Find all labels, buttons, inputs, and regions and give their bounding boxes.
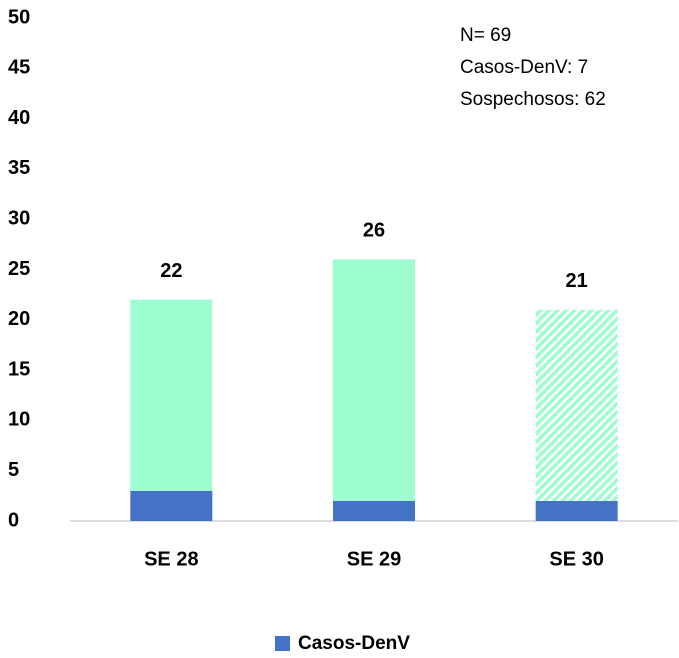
y-tick-label: 20	[8, 308, 30, 330]
annotation: Sospechosos: 62	[460, 89, 606, 110]
y-tick-label: 15	[8, 358, 30, 380]
y-tick-label: 40	[8, 107, 30, 129]
x-tick-label: SE 28	[144, 548, 198, 570]
value-label: 22	[160, 260, 182, 282]
bar-segment	[333, 259, 415, 501]
x-tick-label: SE 30	[549, 548, 603, 570]
bar-segment	[333, 500, 415, 521]
y-tick-label: 50	[8, 6, 30, 28]
annotation: N= 69	[460, 25, 511, 46]
legend-label: Casos-DenV	[298, 633, 410, 654]
x-tick-label: SE 29	[347, 548, 401, 570]
value-label: 21	[566, 270, 588, 292]
bar-segment	[535, 500, 618, 521]
value-label: 26	[363, 220, 385, 242]
legend-swatch	[275, 636, 290, 651]
y-tick-label: 45	[8, 57, 30, 79]
y-tick-label: 5	[8, 459, 19, 481]
bar-segment	[535, 309, 618, 501]
y-tick-label: 35	[8, 157, 30, 179]
annotation: Casos-DenV: 7	[460, 57, 588, 78]
y-tick-label: 0	[8, 509, 19, 531]
y-tick-label: 25	[8, 258, 30, 280]
bar-segment	[130, 490, 213, 521]
y-tick-label: 10	[8, 409, 30, 431]
bar-segment	[130, 299, 213, 491]
y-tick-label: 30	[8, 207, 30, 229]
